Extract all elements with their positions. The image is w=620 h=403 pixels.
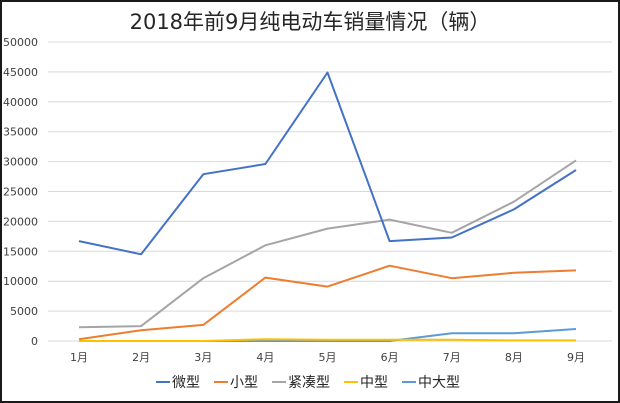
x-axis-ticks: 1月 2月 3月 4月 5月 6月 7月 8月 9月 xyxy=(70,351,585,364)
compact-series-line xyxy=(78,159,577,329)
y-tick-label: 5000 xyxy=(10,305,38,318)
chart-title: 2018年前9月纯电动车销量情况（辆） xyxy=(129,10,491,34)
y-tick-label: 45000 xyxy=(3,66,38,79)
legend-swatch-small xyxy=(214,381,228,383)
y-axis-ticks: 0 5000 10000 15000 20000 25000 30000 35000 40000… xyxy=(3,36,38,348)
y-tick-label: 20000 xyxy=(3,215,38,228)
legend-swatch-large xyxy=(402,381,416,383)
x-tick-label: 3月 xyxy=(194,351,212,364)
chart-legend: 微型 小型 紧凑型 中型 中大型 xyxy=(0,372,616,392)
gridlines xyxy=(48,41,612,342)
micro-series-line xyxy=(78,71,577,256)
legend-item-midsize: 中型 xyxy=(344,372,388,392)
legend-item-micro: 微型 xyxy=(156,372,200,392)
x-tick-label: 1月 xyxy=(70,351,88,364)
legend-label-large: 中大型 xyxy=(418,375,460,391)
legend-item-large: 中大型 xyxy=(402,372,460,392)
x-tick-label: 7月 xyxy=(443,351,461,364)
legend-item-small: 小型 xyxy=(214,372,258,392)
y-tick-label: 40000 xyxy=(3,96,38,109)
x-tick-label: 6月 xyxy=(381,351,399,364)
legend-label-midsize: 中型 xyxy=(360,375,388,391)
midsize-series-line xyxy=(79,338,576,342)
legend-swatch-micro xyxy=(156,381,170,383)
y-tick-label: 50000 xyxy=(3,36,38,49)
data-series-lines xyxy=(78,71,577,342)
y-tick-label: 25000 xyxy=(3,186,38,199)
x-tick-label: 2月 xyxy=(132,351,150,364)
legend-swatch-midsize xyxy=(344,381,358,383)
legend-label-micro: 微型 xyxy=(172,375,200,391)
y-tick-label: 15000 xyxy=(3,245,38,258)
legend-item-compact: 紧凑型 xyxy=(272,372,330,392)
x-tick-label: 9月 xyxy=(567,351,585,364)
legend-swatch-compact xyxy=(272,381,286,383)
y-tick-label: 30000 xyxy=(3,156,38,169)
y-tick-label: 35000 xyxy=(3,126,38,139)
y-tick-label: 0 xyxy=(31,335,38,348)
x-tick-label: 4月 xyxy=(256,351,274,364)
x-tick-label: 8月 xyxy=(505,351,523,364)
small-series-line xyxy=(78,264,577,341)
y-tick-label: 10000 xyxy=(3,275,38,288)
legend-label-small: 小型 xyxy=(230,375,258,391)
x-tick-label: 5月 xyxy=(319,351,337,364)
legend-label-compact: 紧凑型 xyxy=(288,375,330,391)
